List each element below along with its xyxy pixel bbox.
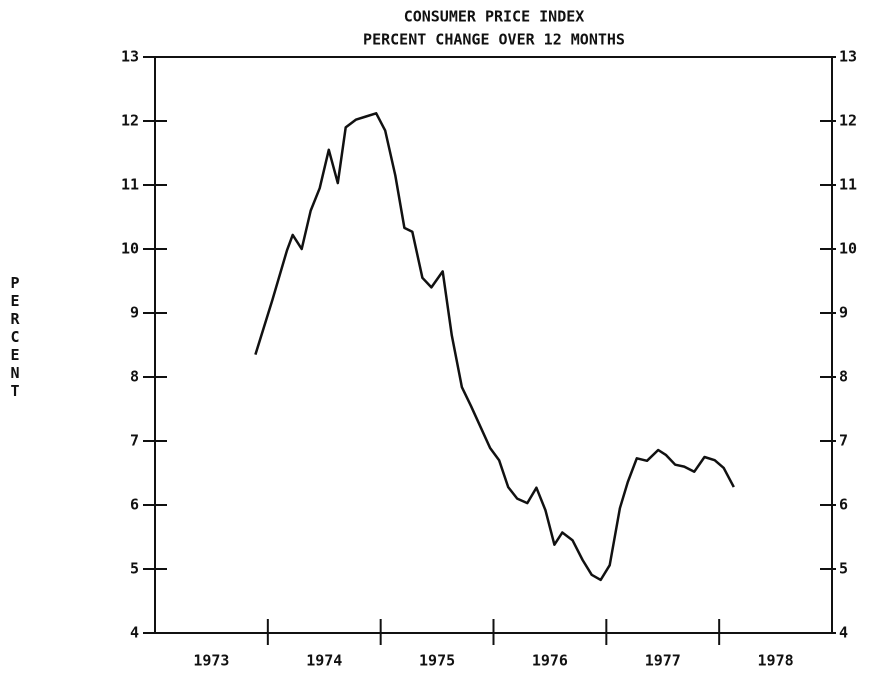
y-tick-label: 7	[130, 432, 139, 450]
data-line	[254, 112, 735, 582]
x-tick-label: 1974	[306, 652, 342, 670]
y-tick-label: 10	[121, 240, 139, 258]
chart-subtitle: PERCENT CHANGE OVER 12 MONTHS	[363, 31, 625, 49]
y2-tick-label: 12	[839, 112, 857, 130]
y-tick-label: 6	[130, 496, 139, 514]
y2-tick-label: 7	[839, 432, 848, 450]
y2-tick-label: 9	[839, 304, 848, 322]
y-tick-label: 11	[121, 176, 139, 194]
y-tick-label: 4	[130, 624, 139, 642]
y-tick-label: 13	[121, 48, 139, 66]
y2-tick-label: 5	[839, 560, 848, 578]
x-tick-label: 1975	[419, 652, 455, 670]
y2-tick-label: 4	[839, 624, 848, 642]
chart-title: CONSUMER PRICE INDEX	[404, 8, 585, 26]
y2-tick-label: 10	[839, 240, 857, 258]
y2-tick-label: 13	[839, 48, 857, 66]
y-tick-label: 8	[130, 368, 139, 386]
x-tick-label: 1977	[645, 652, 681, 670]
plot-frame	[154, 56, 833, 634]
y-tick-label: 9	[130, 304, 139, 322]
y-tick-label: 12	[121, 112, 139, 130]
y2-tick-label: 6	[839, 496, 848, 514]
x-tick-label: 1978	[758, 652, 794, 670]
x-tick-label: 1973	[193, 652, 229, 670]
y-tick-label: 5	[130, 560, 139, 578]
x-tick-label: 1976	[532, 652, 568, 670]
y2-tick-label: 8	[839, 368, 848, 386]
y2-tick-label: 11	[839, 176, 857, 194]
